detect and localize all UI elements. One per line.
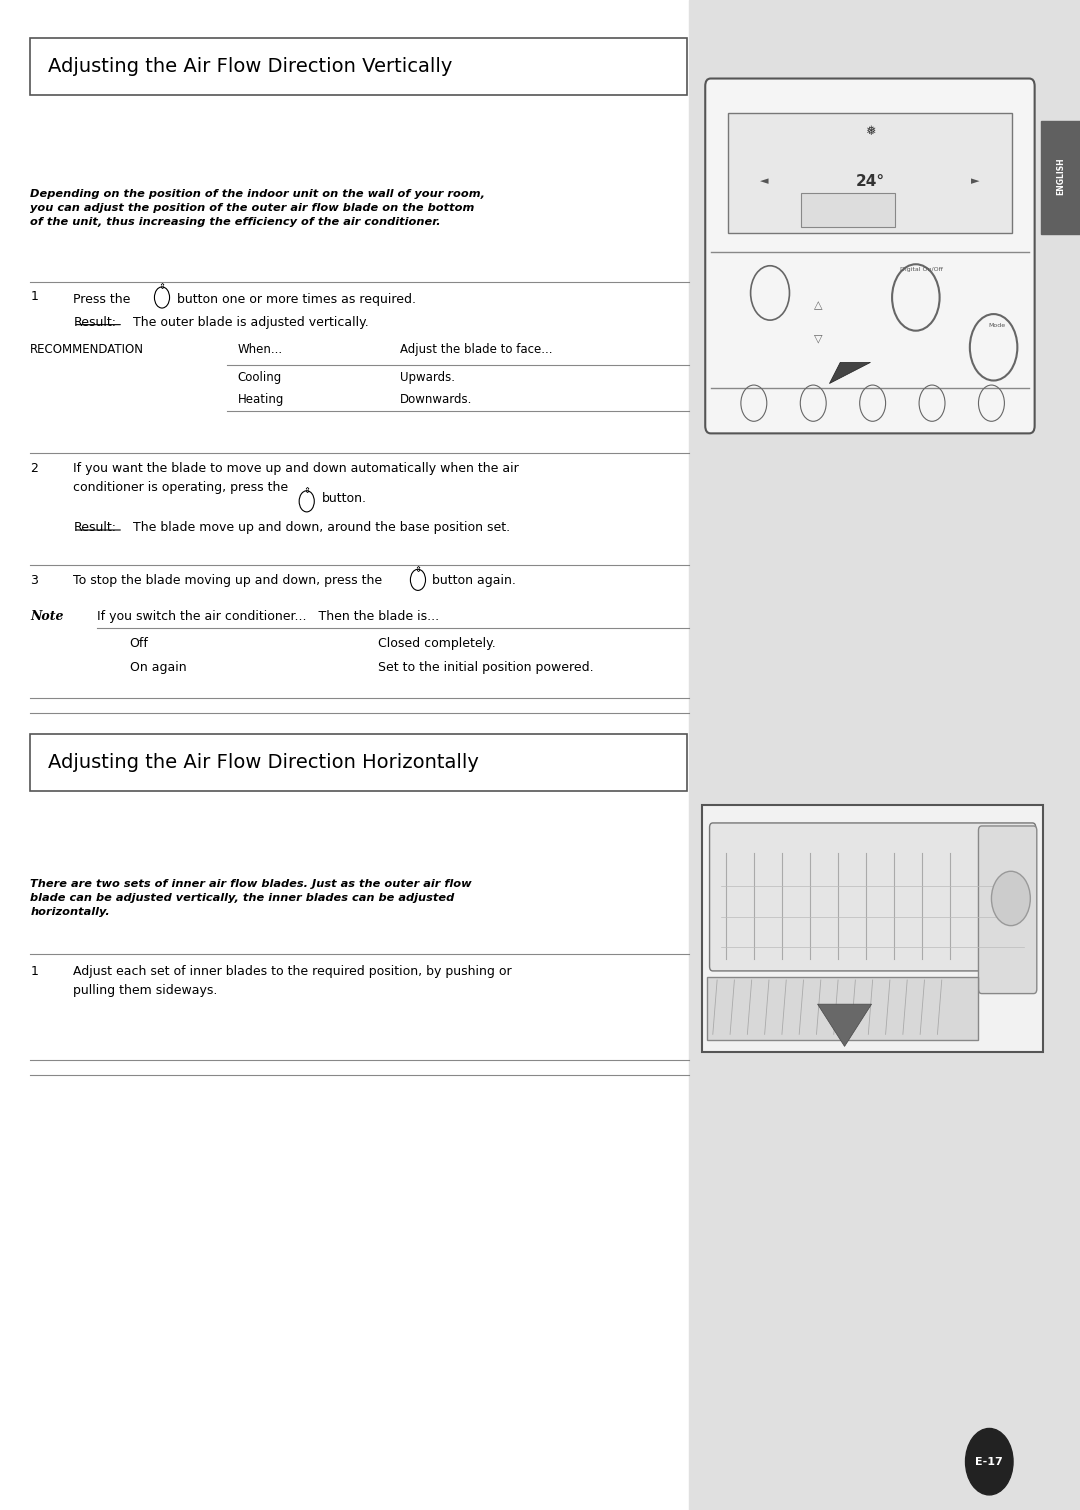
Text: Adjusting the Air Flow Direction Vertically: Adjusting the Air Flow Direction Vertica… <box>48 57 451 76</box>
FancyBboxPatch shape <box>30 734 687 791</box>
Text: 1: 1 <box>30 965 38 978</box>
Text: Upwards.: Upwards. <box>400 371 455 385</box>
FancyBboxPatch shape <box>728 113 1012 233</box>
Bar <box>689 0 1080 1510</box>
Text: ⇕: ⇕ <box>303 486 310 495</box>
FancyBboxPatch shape <box>801 193 895 226</box>
FancyBboxPatch shape <box>702 805 1043 1052</box>
Text: On again: On again <box>130 661 186 675</box>
Text: ⇕: ⇕ <box>159 282 165 291</box>
Text: Closed completely.: Closed completely. <box>378 637 496 651</box>
Text: ►: ► <box>971 177 980 186</box>
Text: If you want the blade to move up and down automatically when the air
conditioner: If you want the blade to move up and dow… <box>73 462 519 494</box>
Text: Adjust the blade to face...: Adjust the blade to face... <box>400 343 552 356</box>
Text: Off: Off <box>130 637 148 651</box>
Text: ❅: ❅ <box>865 125 875 137</box>
Circle shape <box>966 1428 1013 1495</box>
Text: The outer blade is adjusted vertically.: The outer blade is adjusted vertically. <box>125 316 369 329</box>
Text: Depending on the position of the indoor unit on the wall of your room,
you can a: Depending on the position of the indoor … <box>30 189 485 226</box>
Text: 1: 1 <box>30 290 38 304</box>
Text: Result:: Result: <box>73 316 117 329</box>
FancyBboxPatch shape <box>30 38 687 95</box>
Text: Downwards.: Downwards. <box>400 393 472 406</box>
Text: If you switch the air conditioner...   Then the blade is...: If you switch the air conditioner... The… <box>97 610 440 624</box>
FancyBboxPatch shape <box>707 977 978 1040</box>
Text: Cooling: Cooling <box>238 371 282 385</box>
Text: 24°: 24° <box>855 174 885 189</box>
Bar <box>1041 121 1080 234</box>
Text: button.: button. <box>322 492 367 506</box>
Text: Note: Note <box>30 610 64 624</box>
Text: Mode: Mode <box>988 323 1005 328</box>
Text: button again.: button again. <box>432 574 516 587</box>
Text: E-17: E-17 <box>975 1457 1003 1466</box>
Text: ◄: ◄ <box>760 177 769 186</box>
Text: Adjust each set of inner blades to the required position, by pushing or
pulling : Adjust each set of inner blades to the r… <box>73 965 512 997</box>
FancyBboxPatch shape <box>710 823 1036 971</box>
Text: Heating: Heating <box>238 393 284 406</box>
Text: ENGLISH: ENGLISH <box>1056 159 1065 195</box>
FancyBboxPatch shape <box>705 79 1035 433</box>
Text: △: △ <box>814 300 823 310</box>
Text: Press the: Press the <box>73 293 131 307</box>
Text: Result:: Result: <box>73 521 117 535</box>
Text: RECOMMENDATION: RECOMMENDATION <box>30 343 145 356</box>
Text: Digital On/Off: Digital On/Off <box>900 267 943 272</box>
Text: To stop the blade moving up and down, press the: To stop the blade moving up and down, pr… <box>73 574 382 587</box>
Text: ▽: ▽ <box>814 334 823 343</box>
Text: button one or more times as required.: button one or more times as required. <box>177 293 416 307</box>
Text: 2: 2 <box>30 462 38 476</box>
Text: The blade move up and down, around the base position set.: The blade move up and down, around the b… <box>125 521 511 535</box>
Polygon shape <box>829 362 870 384</box>
Text: Adjusting the Air Flow Direction Horizontally: Adjusting the Air Flow Direction Horizon… <box>48 753 478 772</box>
FancyBboxPatch shape <box>978 826 1037 994</box>
Text: Set to the initial position powered.: Set to the initial position powered. <box>378 661 594 675</box>
Text: 3: 3 <box>30 574 38 587</box>
Text: ⇕: ⇕ <box>415 565 421 574</box>
Text: There are two sets of inner air flow blades. Just as the outer air flow
blade ca: There are two sets of inner air flow bla… <box>30 879 472 917</box>
Text: When...: When... <box>238 343 283 356</box>
Circle shape <box>991 871 1030 926</box>
Polygon shape <box>818 1004 872 1046</box>
